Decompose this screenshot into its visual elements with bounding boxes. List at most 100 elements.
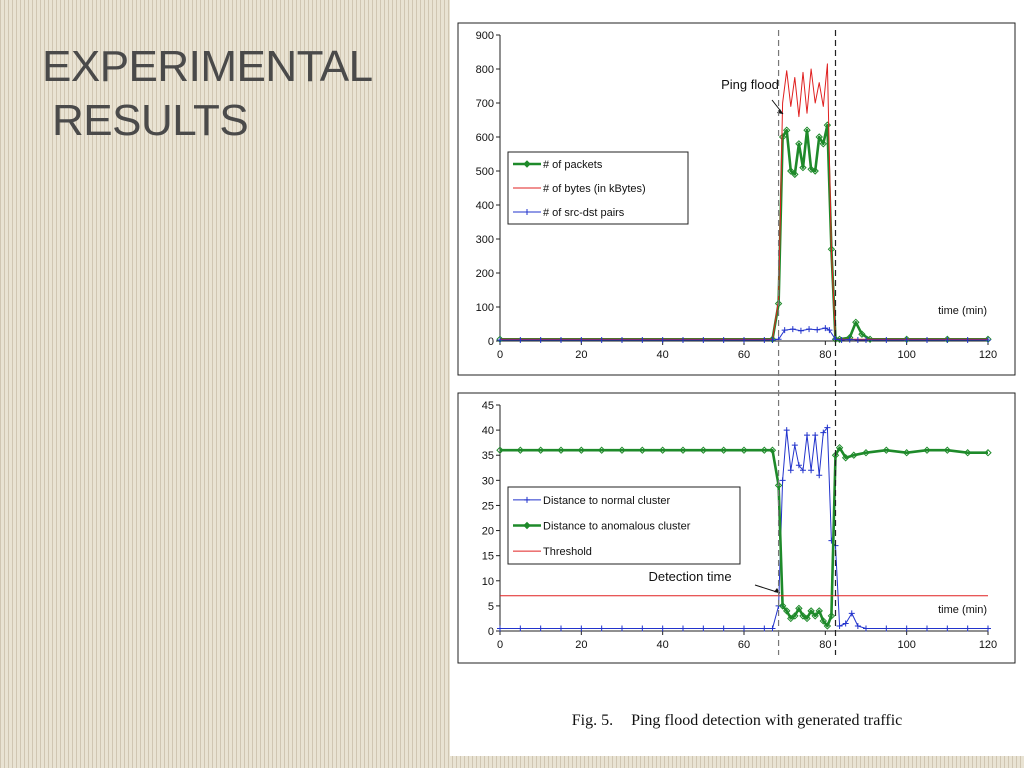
y-tick-label: 20 — [482, 526, 494, 538]
legend-marker — [523, 160, 531, 168]
legend-entry-threshold: Threshold — [543, 546, 592, 558]
data-point — [819, 140, 828, 148]
data-point — [923, 446, 931, 454]
data-point — [782, 126, 791, 134]
y-tick-label: 100 — [476, 302, 494, 314]
y-tick-label: 600 — [476, 132, 494, 144]
chart-panel-1: 0 100 200 300 400 500 600 700 800 900 0 20 40 60 80 100… — [457, 22, 1016, 376]
data-point — [659, 336, 666, 343]
data-point — [658, 446, 667, 454]
y-tick-label: 45 — [482, 400, 494, 412]
y-tick-label: 0 — [488, 336, 494, 348]
data-point — [741, 336, 747, 343]
y-tick-label: 40 — [482, 425, 494, 437]
data-point — [720, 336, 727, 343]
x-tick-label: 20 — [575, 349, 587, 361]
y-tick-label: 700 — [476, 98, 494, 110]
chart-panel-2: 0 5 10 15 20 25 30 35 40 45 0 20 40 60 80 100 120 time (m… — [457, 392, 1016, 664]
data-point — [863, 336, 869, 343]
y-tick-label: 300 — [476, 234, 494, 246]
data-point — [516, 446, 525, 454]
y-tick-label: 200 — [476, 268, 494, 280]
data-point — [639, 625, 646, 632]
legend: # of packets # of bytes (in kBytes) # of s… — [507, 151, 689, 225]
data-point — [619, 336, 625, 343]
data-point — [985, 336, 991, 343]
data-point — [741, 625, 747, 632]
data-point — [903, 625, 910, 632]
data-point — [858, 330, 866, 338]
data-point — [598, 625, 605, 632]
legend: Distance to normal cluster Distance to an… — [507, 486, 741, 565]
data-point — [558, 625, 564, 632]
data-point — [799, 467, 806, 474]
data-point — [823, 622, 832, 630]
series-line-of-bytes-in-kbytes — [500, 63, 988, 340]
data-point — [964, 625, 971, 632]
data-point — [557, 446, 565, 454]
annotation-detection-time: Detection time — [648, 569, 731, 584]
legend-entry-of-packets: # of packets — [543, 159, 603, 171]
data-point — [824, 424, 831, 431]
data-point — [811, 612, 819, 620]
data-point — [826, 327, 833, 334]
y-tick-label: 25 — [482, 500, 494, 512]
legend-marker — [524, 209, 530, 215]
data-point — [496, 446, 504, 454]
data-point — [822, 325, 829, 332]
data-point — [819, 617, 828, 625]
legend-marker — [524, 496, 530, 503]
data-point — [768, 446, 777, 454]
slide-title-line1: EXPERIMENTAL — [42, 42, 373, 91]
data-point — [517, 336, 524, 343]
data-point — [814, 326, 821, 333]
data-point — [761, 336, 768, 343]
data-point — [811, 167, 819, 175]
data-point — [700, 336, 707, 343]
data-point — [558, 336, 564, 343]
x-tick-label: 80 — [819, 349, 831, 361]
x-tick-label: 120 — [979, 639, 997, 651]
data-point — [791, 170, 799, 179]
data-point — [618, 446, 626, 454]
data-point — [778, 133, 787, 141]
data-point — [740, 446, 748, 454]
legend-entry-distance-to-anomalous-cluster: Distance to anomalous cluster — [543, 521, 691, 533]
legend-box — [507, 486, 741, 565]
data-point — [842, 620, 849, 627]
data-point — [815, 607, 823, 615]
data-point — [808, 467, 815, 474]
x-tick-label: 120 — [979, 349, 997, 361]
annotation-ping-flood: Ping flood — [721, 77, 779, 92]
x-tick-label: 60 — [738, 349, 750, 361]
data-point — [863, 625, 869, 632]
data-point — [782, 607, 791, 615]
data-point — [517, 625, 524, 632]
data-point — [497, 625, 503, 632]
y-tick-label: 400 — [476, 200, 494, 212]
legend-entry-of-bytes-in-kbytes: # of bytes (in kBytes) — [543, 183, 646, 195]
figure-caption: Fig. 5. Ping flood detection with generat… — [450, 712, 1024, 730]
data-point — [816, 472, 823, 479]
series-line-of-packets — [500, 123, 988, 341]
y-tick-label: 900 — [476, 30, 494, 42]
data-point — [944, 625, 951, 632]
data-point — [806, 326, 813, 333]
x-tick-label: 100 — [897, 639, 915, 651]
y-tick-label: 15 — [482, 551, 494, 563]
data-point — [699, 446, 708, 454]
data-point — [848, 610, 855, 617]
data-point — [827, 612, 836, 620]
data-point — [680, 625, 686, 632]
y-tick-label: 30 — [482, 475, 494, 487]
y-tick-label: 10 — [482, 576, 494, 588]
series-line-distance-to-anomalous-cluster — [500, 446, 988, 628]
data-point — [799, 612, 807, 620]
data-point — [831, 451, 840, 459]
data-point — [803, 126, 811, 134]
data-point — [760, 446, 769, 454]
x-tick-label: 60 — [738, 639, 750, 651]
data-point — [812, 432, 819, 439]
data-point — [985, 625, 991, 632]
data-point — [854, 336, 861, 343]
